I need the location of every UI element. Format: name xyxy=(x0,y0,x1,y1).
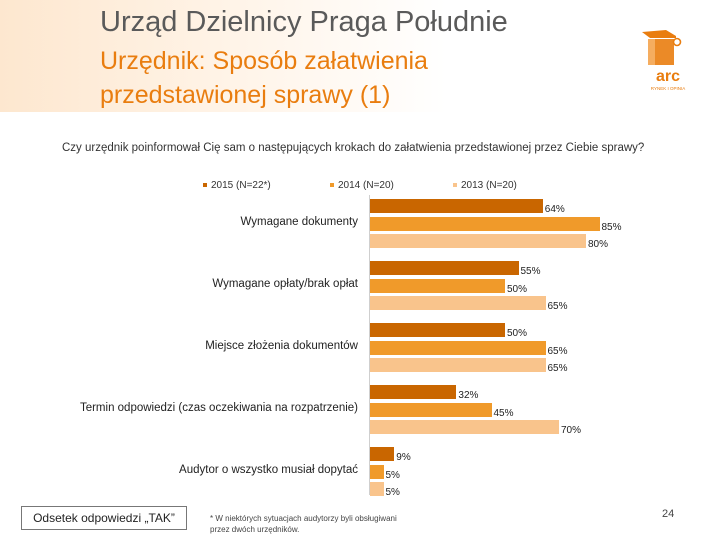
legend-swatch-2013 xyxy=(453,183,457,188)
value-label: 5% xyxy=(385,469,400,481)
page-number: 24 xyxy=(662,508,675,520)
value-label: 65% xyxy=(547,301,568,312)
footnote: * W niektórych sytuacjach audytorzy byli… xyxy=(210,514,397,534)
value-label: 45% xyxy=(493,407,514,419)
value-label: 50% xyxy=(507,283,528,295)
bar-2014 xyxy=(370,402,492,417)
bar-2013 xyxy=(370,482,384,496)
bar-2013 xyxy=(370,358,546,372)
arc-logo: arc RYNEK I OPINIA xyxy=(642,30,685,91)
bar-2013 xyxy=(370,420,559,434)
value-label: 70% xyxy=(561,425,582,436)
bar-2014 xyxy=(370,464,384,479)
bar-2015 xyxy=(370,447,395,461)
category-label: Termin odpowiedzi (czas oczekiwania na r… xyxy=(79,401,358,414)
category-label: Miejsce złożenia dokumentów xyxy=(205,339,358,352)
value-label: 85% xyxy=(601,221,622,233)
legend-label-2013: 2013 (N=20) xyxy=(461,180,517,191)
category-label: Audytor o wszystko musiał dopytać xyxy=(179,463,358,476)
value-label: 50% xyxy=(507,328,528,339)
value-label: 65% xyxy=(547,345,568,357)
legend-2015: 2015 (N=22*) xyxy=(203,180,271,191)
bar-2014 xyxy=(370,340,546,355)
legend-2013: 2013 (N=20) xyxy=(453,180,517,191)
bar-2013 xyxy=(370,296,546,310)
legend-label-2015: 2015 (N=22*) xyxy=(211,180,271,191)
chart-axis xyxy=(369,195,370,495)
legend-label-2014: 2014 (N=20) xyxy=(338,180,394,191)
category-label: Wymagane dokumenty xyxy=(240,215,358,228)
legend-swatch-2014 xyxy=(330,183,334,188)
header-background xyxy=(0,0,720,112)
value-label: 5% xyxy=(385,487,400,498)
page-subtitle: Urzędnik: Sposób załatwienia przedstawio… xyxy=(100,47,428,109)
bar-2015 xyxy=(370,261,519,275)
bar-2014 xyxy=(370,278,505,293)
legend-swatch-2015 xyxy=(203,183,207,188)
bar-2015 xyxy=(370,323,505,337)
bar-2013 xyxy=(370,234,586,248)
value-label: 9% xyxy=(396,452,411,463)
bar-2014 xyxy=(370,216,600,231)
survey-question: Czy urzędnik poinformował Cię sam o nast… xyxy=(62,142,645,154)
value-label: 64% xyxy=(544,204,565,215)
legend-2014: 2014 (N=20) xyxy=(330,180,394,191)
category-label: Wymagane opłaty/brak opłat xyxy=(212,277,358,290)
value-label: 80% xyxy=(588,239,609,250)
answer-box: Odsetek odpowiedzi „TAK” xyxy=(21,506,187,530)
value-label: 65% xyxy=(547,363,568,374)
page-title: Urząd Dzielnicy Praga Południe xyxy=(100,6,508,38)
value-label: 55% xyxy=(520,266,541,277)
logo-text: arc xyxy=(656,68,680,85)
bar-2015 xyxy=(370,199,543,213)
bar-2015 xyxy=(370,385,457,399)
logo-subtext: RYNEK I OPINIA xyxy=(651,86,685,91)
value-label: 32% xyxy=(458,390,479,401)
